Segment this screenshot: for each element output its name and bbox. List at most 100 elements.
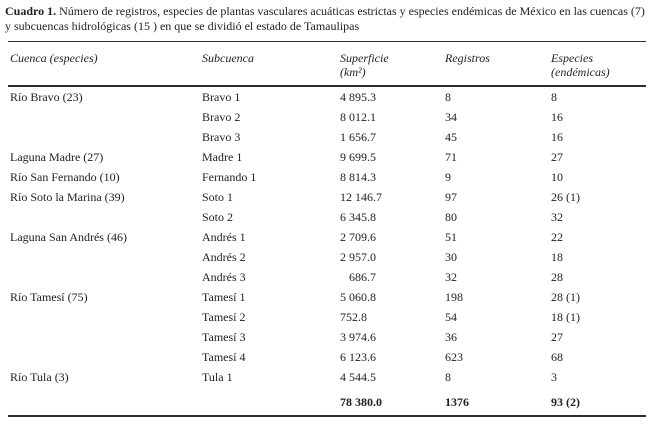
table-body: Río Bravo (23) Bravo 1 4 895.3 8 8 Bravo…: [8, 86, 646, 416]
cell-registros: 32: [445, 270, 457, 284]
column-header-registros: Registros: [443, 41, 549, 87]
cell-cuenca: [8, 327, 200, 347]
cell-cuenca: Laguna Madre (27): [10, 150, 104, 164]
cell-subcuenca: Bravo 2: [202, 110, 241, 124]
table-row: Río Bravo (23) Bravo 1 4 895.3 8 8: [8, 86, 646, 107]
cell-especies: 3: [551, 370, 557, 384]
cell-registros: 30: [445, 250, 457, 264]
table-row: Tamesí 3 3 974.6 36 27: [8, 327, 646, 347]
cell-registros: 36: [445, 330, 457, 344]
cell-cuenca: Río Tula (3): [10, 370, 69, 384]
cell-subcuenca: Tamesí 3: [202, 330, 246, 344]
cell-subcuenca: Andrés 3: [202, 270, 246, 284]
cell-cuenca: [8, 347, 200, 367]
cell-registros: 34: [445, 110, 457, 124]
column-header-cuenca: Cuenca (especies): [8, 41, 200, 87]
cell-registros: 51: [445, 230, 457, 244]
total-cell-subcuenca: [200, 387, 338, 416]
cell-cuenca: Laguna San Andrés (46): [10, 230, 127, 244]
cell-subcuenca: Bravo 1: [202, 90, 241, 104]
cell-especies: 10: [551, 170, 563, 184]
cell-cuenca: [8, 247, 200, 267]
cell-superficie: 2 709.6: [340, 230, 376, 244]
table-caption-label: Cuadro 1.: [5, 4, 57, 18]
total-cell-superficie: 78 380.0: [340, 395, 382, 409]
cell-cuenca: [8, 307, 200, 327]
cell-registros: 80: [445, 210, 457, 224]
header-row: Cuenca (especies) Subcuenca Superficie (…: [8, 41, 646, 87]
table-total-row: 78 380.0 1376 93 (2): [8, 387, 646, 416]
cell-cuenca: Río Tamesí (75): [10, 290, 88, 304]
cell-superficie: 8 012.1: [340, 110, 376, 124]
cell-especies: 32: [551, 210, 563, 224]
column-header-subcuenca: Subcuenca: [200, 41, 338, 87]
table-row: Laguna Madre (27) Madre 1 9 699.5 71 27: [8, 147, 646, 167]
table-row: Bravo 3 1 656.7 45 16: [8, 127, 646, 147]
cell-subcuenca: Soto 1: [202, 190, 234, 204]
cell-especies: 22: [551, 230, 563, 244]
table-row: Bravo 2 8 012.1 34 16: [8, 107, 646, 127]
cell-cuenca: Río San Fernando (10): [10, 170, 120, 184]
cell-subcuenca: Madre 1: [202, 150, 243, 164]
column-header-especies: Especies (endémicas): [549, 41, 646, 87]
cell-registros: 623: [445, 350, 463, 364]
table-row: Río Tamesí (75) Tamesí 1 5 060.8 198 28 …: [8, 287, 646, 307]
cell-superficie: 752.8: [340, 310, 367, 324]
cell-cuenca: Río Bravo (23): [10, 90, 83, 104]
cell-registros: 8: [445, 370, 451, 384]
table-row: Andrés 3 686.7 32 28: [8, 267, 646, 287]
cell-subcuenca: Soto 2: [202, 210, 234, 224]
table-row: Tamesí 4 6 123.6 623 68: [8, 347, 646, 367]
table-caption: Cuadro 1. Número de registros, especies …: [5, 4, 650, 34]
cell-registros: 9: [445, 170, 451, 184]
cell-especies: 27: [551, 150, 563, 164]
cell-cuenca: [8, 127, 200, 147]
cell-subcuenca: Tamesí 2: [202, 310, 246, 324]
cell-superficie: 686.7: [340, 270, 376, 284]
cell-registros: 8: [445, 90, 451, 104]
table-caption-text: Número de registros, especies de plantas…: [5, 4, 645, 33]
cell-especies: 28: [551, 270, 563, 284]
table-row: Río San Fernando (10) Fernando 1 8 814.3…: [8, 167, 646, 187]
cell-superficie: 6 123.6: [340, 350, 376, 364]
cell-subcuenca: Andrés 1: [202, 230, 246, 244]
table-row: Tamesí 2 752.8 54 18 (1): [8, 307, 646, 327]
table-row: Río Soto la Marina (39) Soto 1 12 146.7 …: [8, 187, 646, 207]
cell-superficie: 3 974.6: [340, 330, 376, 344]
cell-subcuenca: Tamesí 1: [202, 290, 246, 304]
cell-especies: 27: [551, 330, 563, 344]
total-cell-cuenca: [8, 387, 200, 416]
cell-especies: 18 (1): [551, 310, 580, 324]
cell-cuenca: [8, 207, 200, 227]
cell-registros: 71: [445, 150, 457, 164]
cell-superficie: 4 895.3: [340, 90, 376, 104]
cell-subcuenca: Fernando 1: [202, 170, 257, 184]
cell-especies: 26 (1): [551, 190, 580, 204]
table-row: Río Tula (3) Tula 1 4 544.5 8 3: [8, 367, 646, 387]
cell-superficie: 9 699.5: [340, 150, 376, 164]
cell-especies: 28 (1): [551, 290, 580, 304]
cell-cuenca: [8, 107, 200, 127]
cell-superficie: 6 345.8: [340, 210, 376, 224]
cell-superficie: 12 146.7: [340, 190, 382, 204]
total-cell-especies: 93 (2): [551, 395, 580, 409]
column-header-superficie: Superficie (km²): [338, 41, 443, 87]
cell-superficie: 8 814.3: [340, 170, 376, 184]
cell-cuenca: Río Soto la Marina (39): [10, 190, 125, 204]
cell-especies: 16: [551, 110, 563, 124]
cell-superficie: 2 957.0: [340, 250, 376, 264]
cell-subcuenca: Bravo 3: [202, 130, 241, 144]
cell-subcuenca: Andrés 2: [202, 250, 246, 264]
cell-registros: 54: [445, 310, 457, 324]
cell-especies: 16: [551, 130, 563, 144]
data-table: Cuenca (especies) Subcuenca Superficie (…: [8, 41, 646, 417]
cell-cuenca: [8, 267, 200, 287]
cell-registros: 198: [445, 290, 463, 304]
cell-subcuenca: Tula 1: [202, 370, 233, 384]
cell-superficie: 1 656.7: [340, 130, 376, 144]
cell-especies: 68: [551, 350, 563, 364]
total-cell-registros: 1376: [445, 395, 469, 409]
table-row: Laguna San Andrés (46) Andrés 1 2 709.6 …: [8, 227, 646, 247]
cell-superficie: 5 060.8: [340, 290, 376, 304]
cell-registros: 97: [445, 190, 457, 204]
